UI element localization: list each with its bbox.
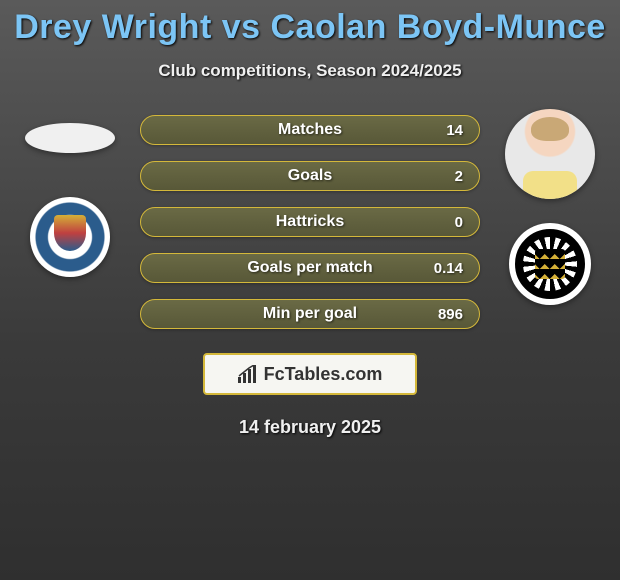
- subtitle: Club competitions, Season 2024/2025: [0, 61, 620, 81]
- date-label: 14 february 2025: [0, 417, 620, 438]
- stat-value: 896: [415, 306, 463, 323]
- stat-row: Goals per match 0.14: [140, 253, 480, 283]
- content-area: Matches 14 Goals 2 Hattricks 0 Goals per…: [0, 115, 620, 438]
- stats-list: Matches 14 Goals 2 Hattricks 0 Goals per…: [140, 115, 480, 329]
- stat-row: Goals 2: [140, 161, 480, 191]
- stat-row: Matches 14: [140, 115, 480, 145]
- stat-label: Min per goal: [205, 305, 415, 323]
- stat-row: Min per goal 896: [140, 299, 480, 329]
- brand-text: FcTables.com: [264, 364, 383, 385]
- chart-icon: [238, 365, 258, 383]
- stat-value: 2: [415, 168, 463, 185]
- left-column: [20, 109, 120, 277]
- right-column: [500, 109, 600, 305]
- stat-value: 0.14: [415, 260, 463, 277]
- stat-label: Goals: [205, 167, 415, 185]
- stat-value: 0: [415, 214, 463, 231]
- club-crest-right: [509, 223, 591, 305]
- stat-label: Hattricks: [205, 213, 415, 231]
- brand-badge: FcTables.com: [203, 353, 417, 395]
- page-title: Drey Wright vs Caolan Boyd-Munce: [0, 8, 620, 47]
- player-photo-right: [505, 109, 595, 199]
- stat-label: Matches: [205, 121, 415, 139]
- stat-value: 14: [415, 122, 463, 139]
- club-crest-left: [30, 197, 110, 277]
- comparison-card: Drey Wright vs Caolan Boyd-Munce Club co…: [0, 0, 620, 580]
- stat-row: Hattricks 0: [140, 207, 480, 237]
- player-photo-left: [25, 123, 115, 153]
- stat-label: Goals per match: [205, 259, 415, 277]
